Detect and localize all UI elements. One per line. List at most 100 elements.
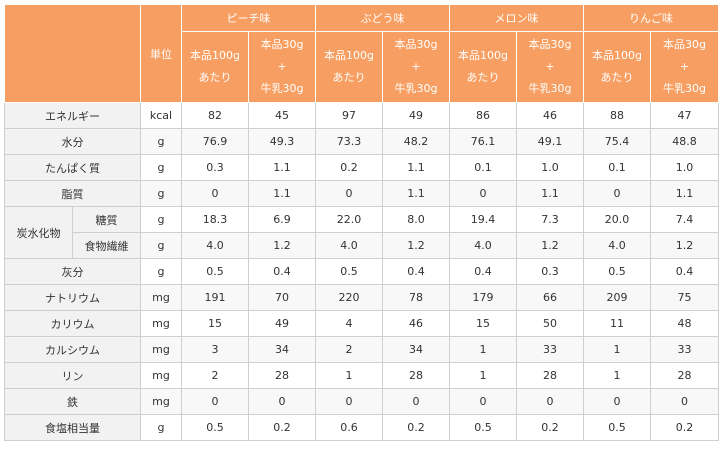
unit-cell: g (140, 414, 182, 441)
header-line: + (411, 60, 421, 73)
value-cell: 22.0 (315, 206, 383, 233)
value-cell: 73.3 (315, 128, 383, 155)
value-cell: 0 (248, 388, 316, 415)
value-cell: 0.5 (181, 258, 249, 285)
value-cell: 46 (382, 310, 450, 337)
row-label: たんぱく質 (4, 154, 141, 181)
table-row: たんぱく質 g 0.3 1.1 0.2 1.1 0.1 1.0 0.1 1.0 (4, 154, 719, 181)
header-line: + (277, 60, 287, 73)
unit-cell: mg (140, 310, 182, 337)
value-cell: 66 (516, 284, 584, 311)
value-cell: 19.4 (449, 206, 517, 233)
with-milk-header: 本品30g + 牛乳30g (248, 31, 316, 103)
header-line: あたり (332, 71, 366, 84)
value-cell: 0.5 (315, 258, 383, 285)
value-cell: 75.4 (583, 128, 651, 155)
table-row: カルシウム mg 3 34 2 34 1 33 1 33 (4, 336, 719, 363)
value-cell: 1.1 (382, 180, 450, 207)
value-cell: 0 (516, 388, 584, 415)
value-cell: 0.4 (248, 258, 316, 285)
row-label: エネルギー (4, 102, 141, 129)
unit-cell: mg (140, 362, 182, 389)
unit-cell: mg (140, 388, 182, 415)
value-cell: 78 (382, 284, 450, 311)
value-cell: 0.5 (583, 258, 651, 285)
value-cell: 75 (650, 284, 719, 311)
row-label: 水分 (4, 128, 141, 155)
value-cell: 4.0 (315, 232, 383, 259)
value-cell: 4.0 (449, 232, 517, 259)
value-cell: 0.4 (382, 258, 450, 285)
table-row: 炭水化物 糖質 g 18.3 6.9 22.0 8.0 19.4 7.3 20.0 7.4 (4, 206, 719, 259)
value-cell: 2 (181, 362, 249, 389)
value-cell: 1.1 (382, 154, 450, 181)
header-line: 本品100g (190, 49, 240, 62)
header-line: 牛乳30g (260, 82, 304, 95)
header-line: 本品30g (528, 38, 572, 51)
unit-cell: mg (140, 336, 182, 363)
value-cell: 0.5 (449, 414, 517, 441)
value-cell: 20.0 (583, 206, 651, 233)
unit-cell: g (140, 180, 182, 207)
value-cell: 4.0 (583, 232, 651, 259)
with-milk-header: 本品30g + 牛乳30g (516, 31, 584, 103)
flavor-header-grape: ぶどう味 (315, 4, 450, 32)
value-cell: 46 (516, 102, 584, 129)
table-row: 脂質 g 0 1.1 0 1.1 0 1.1 0 1.1 (4, 180, 719, 207)
value-cell: 0.4 (449, 258, 517, 285)
value-cell: 1.2 (248, 232, 316, 259)
header-line: + (679, 60, 690, 73)
table-row: 鉄 mg 0 0 0 0 0 0 0 0 (4, 388, 719, 415)
table-row: 食塩相当量 g 0.5 0.2 0.6 0.2 0.5 0.2 0.5 0.2 (4, 414, 719, 441)
value-cell: 28 (650, 362, 719, 389)
header-line: あたり (198, 71, 232, 84)
value-cell: 1 (583, 336, 651, 363)
value-cell: 47 (650, 102, 719, 129)
nutrition-table: 単位 ピーチ味 ぶどう味 メロン味 りんご味 本品100g あたり 本品30g + 牛乳… (4, 4, 719, 441)
value-cell: 4 (315, 310, 383, 337)
value-cell: 45 (248, 102, 316, 129)
group-label: 炭水化物 (4, 206, 73, 259)
value-cell: 0 (382, 388, 450, 415)
value-cell: 76.1 (449, 128, 517, 155)
value-cell: 50 (516, 310, 584, 337)
value-cell: 0.1 (449, 154, 517, 181)
value-cell: 28 (516, 362, 584, 389)
subheader-row: 本品100g あたり 本品30g + 牛乳30g 本品100g あたり 本品30g + 牛乳30g… (5, 31, 719, 103)
value-cell: 28 (382, 362, 450, 389)
table-row: ナトリウム mg 191 70 220 78 179 66 209 75 (4, 284, 719, 311)
value-cell: 7.3 (516, 206, 584, 233)
row-label: リン (4, 362, 141, 389)
value-cell: 220 (315, 284, 383, 311)
header-line: 牛乳30g (663, 82, 706, 95)
value-cell: 4.0 (181, 232, 249, 259)
value-cell: 48.8 (650, 128, 719, 155)
unit-cell: g (140, 232, 182, 259)
unit-cell: g (140, 206, 182, 233)
flavor-header-melon: メロン味 (449, 4, 584, 32)
row-label: 灰分 (4, 258, 141, 285)
value-cell: 34 (248, 336, 316, 363)
value-cell: 0.2 (516, 414, 584, 441)
value-cell: 48.2 (382, 128, 450, 155)
value-cell: 0 (315, 180, 383, 207)
value-cell: 33 (650, 336, 719, 363)
header-line: 本品30g (394, 38, 438, 51)
value-cell: 0.4 (650, 258, 719, 285)
value-cell: 1 (315, 362, 383, 389)
unit-cell: g (140, 154, 182, 181)
value-cell: 0 (181, 180, 249, 207)
value-cell: 7.4 (650, 206, 719, 233)
value-cell: 179 (449, 284, 517, 311)
value-cell: 1 (583, 362, 651, 389)
value-cell: 0.2 (315, 154, 383, 181)
value-cell: 88 (583, 102, 651, 129)
table-row: 灰分 g 0.5 0.4 0.5 0.4 0.4 0.3 0.5 0.4 (4, 258, 719, 285)
value-cell: 0 (449, 388, 517, 415)
header-line: あたり (466, 71, 500, 84)
header-line: 牛乳30g (528, 82, 572, 95)
value-cell: 191 (181, 284, 249, 311)
header-line: 牛乳30g (394, 82, 438, 95)
value-cell: 15 (181, 310, 249, 337)
per-100g-header: 本品100g あたり (181, 31, 249, 103)
